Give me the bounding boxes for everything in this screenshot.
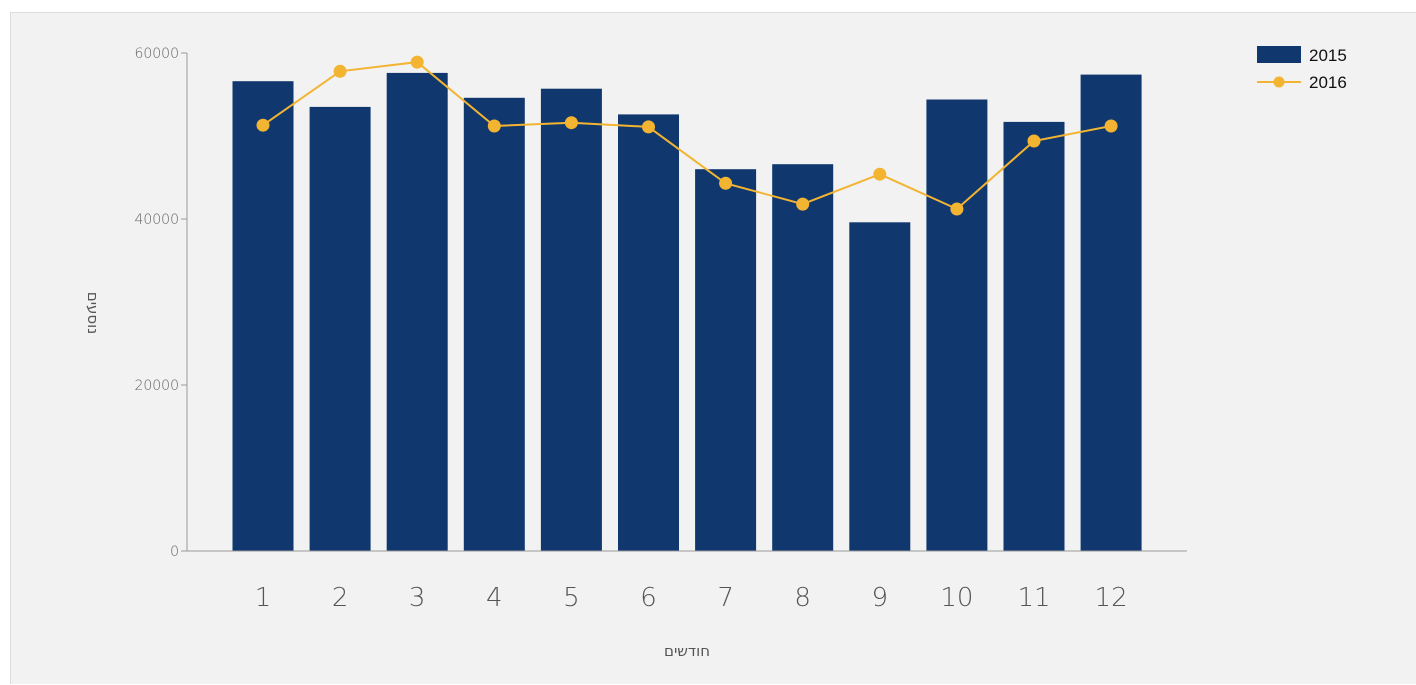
bar-2015-1[interactable] — [232, 81, 294, 551]
y-tick-label: 60000 — [134, 46, 179, 62]
point-2016-11[interactable] — [1027, 134, 1041, 148]
x-tick-label: 9 — [872, 583, 889, 613]
chart-panel: 0 20000 40000 60000 1 2 3 4 5 6 7 8 9 10 11 12 חודשים … — [10, 12, 1416, 684]
point-2016-7[interactable] — [719, 176, 733, 190]
line-layer — [256, 55, 1118, 216]
bar-2015-12[interactable] — [1080, 74, 1142, 551]
bar-2015-5[interactable] — [540, 88, 602, 551]
point-2016-10[interactable] — [950, 202, 964, 216]
bar-2015-8[interactable] — [772, 164, 834, 551]
x-tick-label: 11 — [1017, 583, 1050, 613]
axes-layer — [186, 53, 1187, 552]
x-tick-label: 4 — [486, 583, 503, 613]
legend-label-2015: 2015 — [1309, 46, 1347, 65]
x-tick-label: 5 — [563, 583, 580, 613]
point-2016-4[interactable] — [487, 119, 501, 133]
point-2016-5[interactable] — [564, 116, 578, 130]
bar-2015-3[interactable] — [386, 72, 448, 552]
point-2016-6[interactable] — [642, 120, 655, 134]
x-axis-title: חודשים — [664, 642, 710, 660]
bar-2015-11[interactable] — [1003, 121, 1065, 552]
point-2016-1[interactable] — [256, 118, 270, 132]
y-axis-title: נוסעים — [84, 292, 102, 335]
legend-marker-2016 — [1273, 76, 1285, 88]
legend-item-2015[interactable]: 2015 — [1257, 46, 1347, 65]
point-2016-3[interactable] — [410, 55, 424, 69]
x-tick-label: 10 — [940, 583, 973, 613]
x-tick-label: 8 — [794, 583, 811, 613]
legend-item-2016[interactable]: 2016 — [1257, 73, 1347, 92]
bars-layer — [232, 72, 1142, 552]
y-ticks: 0 20000 40000 60000 — [134, 46, 187, 560]
x-tick-label: 6 — [640, 583, 657, 613]
point-2016-2[interactable] — [333, 64, 347, 78]
x-tick-label: 3 — [409, 583, 426, 613]
bar-2015-7[interactable] — [695, 169, 757, 551]
bar-2015-6[interactable] — [618, 114, 679, 552]
x-tick-label: 2 — [332, 583, 349, 613]
bar-2015-10[interactable] — [926, 99, 988, 552]
legend[interactable]: 2015 2016 — [1257, 46, 1347, 92]
y-tick-label: 40000 — [134, 212, 179, 228]
x-ticks: 1 2 3 4 5 6 7 8 9 10 11 12 — [255, 583, 1128, 613]
bar-2015-9[interactable] — [849, 222, 911, 552]
point-2016-8[interactable] — [796, 197, 810, 211]
legend-swatch-2015 — [1257, 46, 1301, 63]
x-tick-label: 12 — [1095, 583, 1128, 613]
x-tick-label: 1 — [255, 583, 272, 613]
bar-2015-2[interactable] — [309, 106, 371, 552]
y-tick-label: 0 — [170, 544, 179, 560]
x-tick-label: 7 — [717, 583, 734, 613]
y-tick-label: 20000 — [134, 378, 179, 394]
bar-2015-4[interactable] — [463, 97, 525, 552]
line-2016 — [262, 61, 1112, 211]
legend-label-2016: 2016 — [1309, 73, 1347, 92]
point-2016-12[interactable] — [1104, 119, 1118, 133]
point-2016-9[interactable] — [873, 167, 887, 181]
